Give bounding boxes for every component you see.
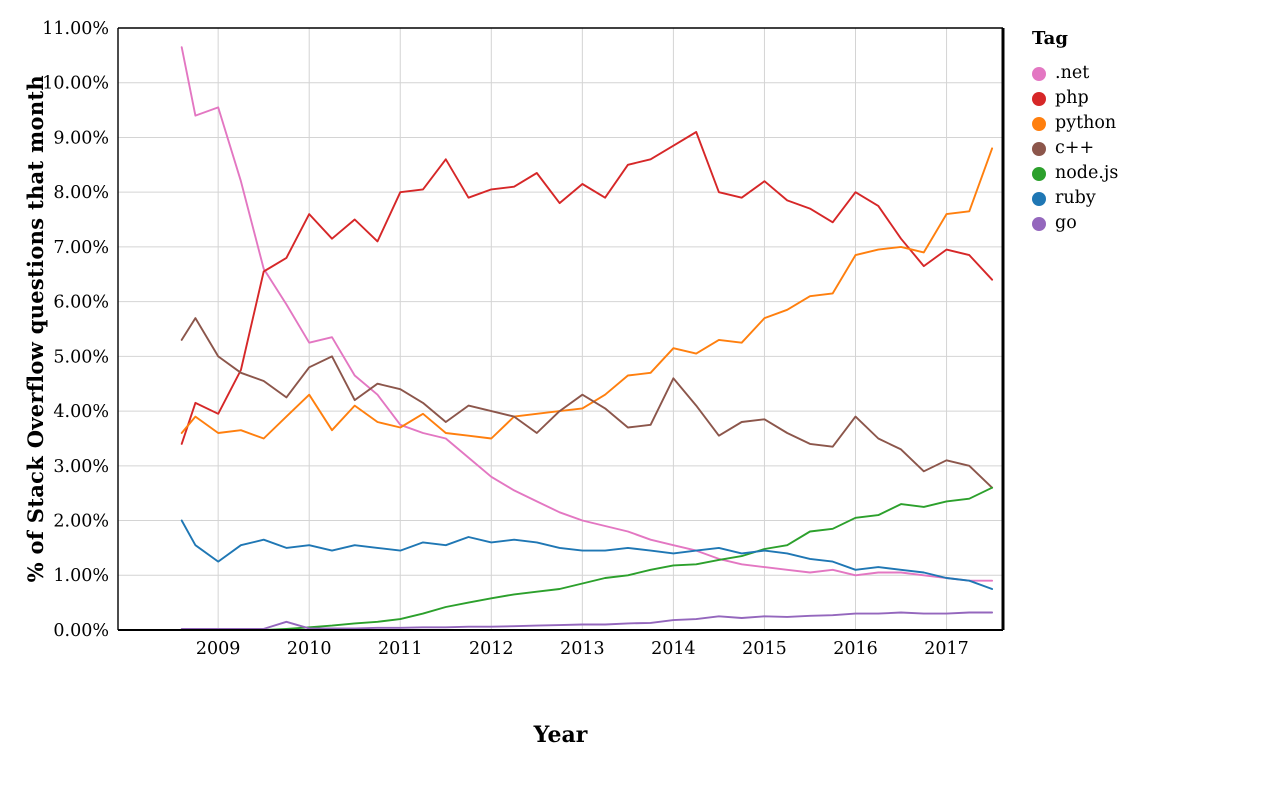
series-line-net bbox=[180, 46, 994, 582]
legend-swatch-icon bbox=[1032, 217, 1046, 231]
series-line-ruby bbox=[180, 519, 994, 590]
y-tick-label: 10.00% bbox=[42, 74, 109, 94]
series-line-python bbox=[180, 147, 994, 440]
legend-swatch-icon bbox=[1032, 192, 1046, 206]
x-tick-label: 2014 bbox=[651, 639, 696, 659]
legend-items: .net php python c++ node.js ruby go bbox=[1032, 63, 1118, 235]
series-line-php bbox=[180, 131, 994, 445]
legend-label: c++ bbox=[1055, 138, 1095, 159]
legend-title: Tag bbox=[1032, 28, 1068, 49]
x-axis-title: Year bbox=[533, 722, 588, 748]
legend-label: go bbox=[1055, 213, 1077, 234]
legend-item: c++ bbox=[1032, 138, 1118, 160]
y-tick-label: 2.00% bbox=[53, 511, 109, 531]
y-axis-title-text: % of Stack Overflow questions that month bbox=[22, 75, 48, 583]
legend-item: node.js bbox=[1032, 163, 1118, 185]
legend-swatch-icon bbox=[1032, 142, 1046, 156]
legend-label: python bbox=[1055, 113, 1117, 134]
legend-item: php bbox=[1032, 88, 1118, 110]
legend-label: .net bbox=[1055, 63, 1090, 84]
x-tick-label: 2009 bbox=[196, 639, 241, 659]
y-tick-label: 5.00% bbox=[53, 347, 109, 367]
legend: Tag .net php python c++ node.js ruby go bbox=[1032, 28, 1118, 235]
x-tick-label: 2013 bbox=[560, 639, 605, 659]
y-tick-label: 1.00% bbox=[53, 566, 109, 586]
legend-item: go bbox=[1032, 213, 1118, 235]
y-tick-label: 6.00% bbox=[53, 293, 109, 313]
x-tick-label: 2016 bbox=[833, 639, 878, 659]
legend-item: python bbox=[1032, 113, 1118, 135]
legend-swatch-icon bbox=[1032, 92, 1046, 106]
y-tick-label: 3.00% bbox=[53, 457, 109, 477]
x-tick-label: 2010 bbox=[287, 639, 332, 659]
series-line-node-js bbox=[180, 486, 994, 631]
y-tick-label: 8.00% bbox=[53, 183, 109, 203]
y-tick-label: 7.00% bbox=[53, 238, 109, 258]
legend-item: ruby bbox=[1032, 188, 1118, 210]
legend-label: node.js bbox=[1055, 163, 1119, 184]
y-axis-title: % of Stack Overflow questions that month bbox=[18, 28, 52, 630]
x-tick-label: 2015 bbox=[742, 639, 787, 659]
legend-swatch-icon bbox=[1032, 67, 1046, 81]
x-tick-label: 2011 bbox=[378, 639, 423, 659]
legend-swatch-icon bbox=[1032, 167, 1046, 181]
legend-label: ruby bbox=[1055, 188, 1096, 209]
series-line-c bbox=[180, 317, 994, 489]
legend-swatch-icon bbox=[1032, 117, 1046, 131]
legend-item: .net bbox=[1032, 63, 1118, 85]
y-tick-label: 0.00% bbox=[53, 621, 109, 641]
series-line-go bbox=[180, 611, 994, 630]
y-tick-label: 9.00% bbox=[53, 128, 109, 148]
x-tick-label: 2012 bbox=[469, 639, 514, 659]
legend-label: php bbox=[1055, 88, 1089, 109]
y-tick-label: 4.00% bbox=[53, 402, 109, 422]
x-tick-label: 2017 bbox=[924, 639, 969, 659]
y-tick-label: 11.00% bbox=[42, 19, 109, 39]
